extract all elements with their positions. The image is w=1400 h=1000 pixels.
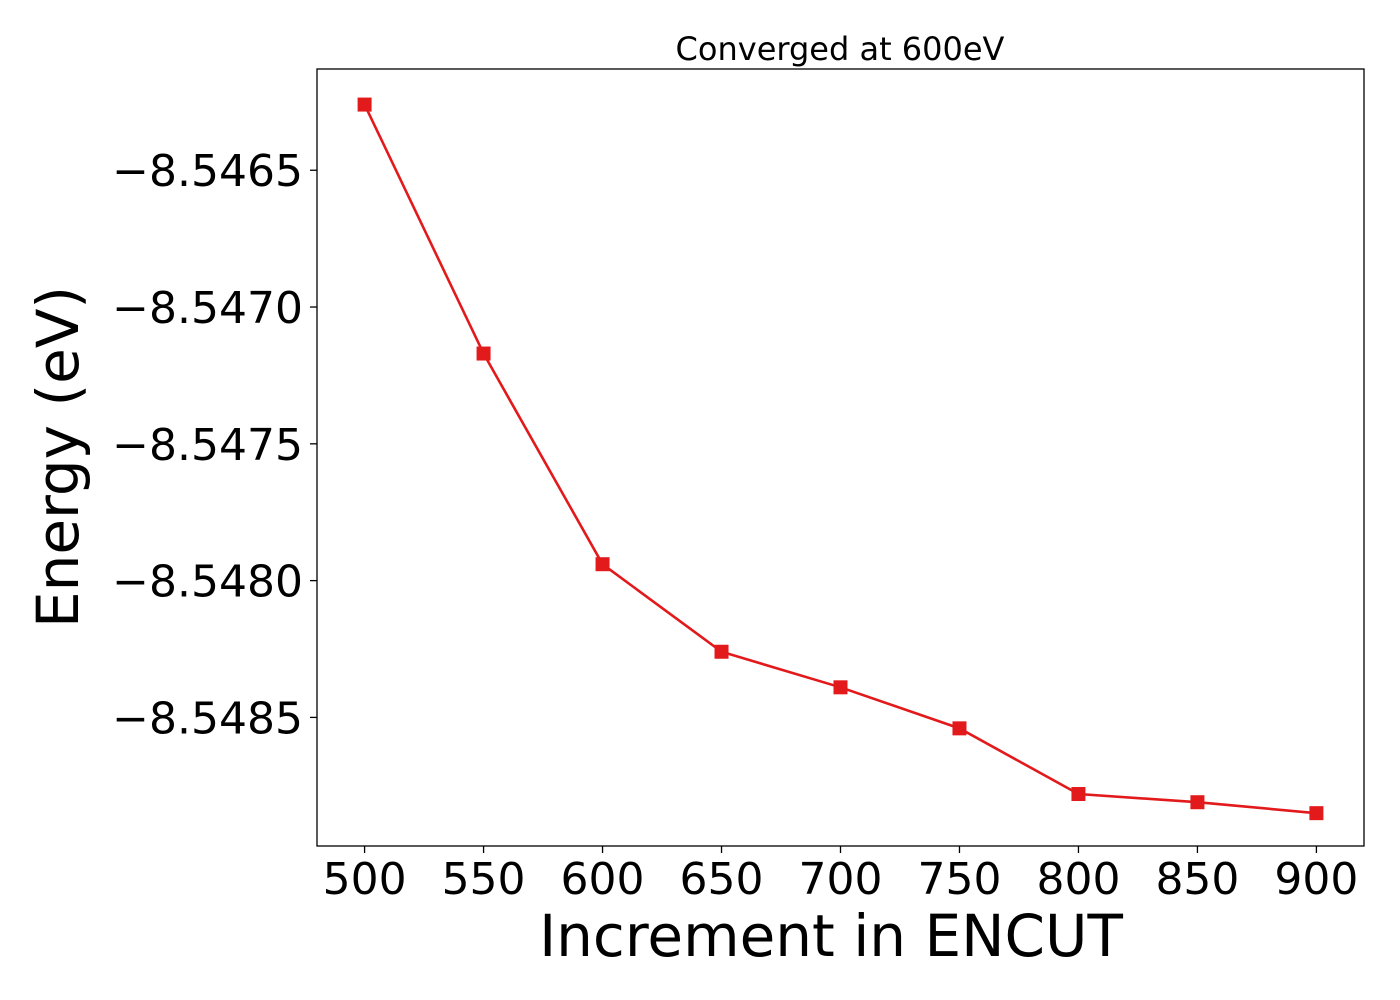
chart-title: Converged at 600eV bbox=[676, 30, 1005, 68]
data-point bbox=[1071, 787, 1086, 802]
data-point bbox=[1190, 795, 1205, 810]
data-point bbox=[357, 97, 372, 112]
data-point bbox=[1309, 806, 1324, 821]
x-tick-label: 650 bbox=[680, 854, 764, 905]
x-tick-label: 550 bbox=[442, 854, 526, 905]
x-tick-label: 500 bbox=[323, 854, 407, 905]
data-point bbox=[714, 644, 729, 659]
x-tick-label: 800 bbox=[1036, 854, 1120, 905]
data-point bbox=[833, 680, 848, 695]
data-point bbox=[476, 346, 491, 361]
y-tick-label: −8.5470 bbox=[112, 283, 303, 334]
data-point bbox=[952, 721, 967, 736]
y-tick-label: −8.5475 bbox=[112, 420, 303, 471]
y-axis-label: Energy (eV) bbox=[24, 286, 92, 628]
y-axis: −8.5465 −8.5470 −8.5475 −8.5480 −8.5485 bbox=[112, 146, 317, 744]
series-layer bbox=[357, 97, 1324, 821]
x-axis-label: Increment in ENCUT bbox=[539, 902, 1123, 970]
plot-area bbox=[316, 68, 1365, 847]
y-tick-label: −8.5480 bbox=[112, 557, 303, 608]
x-tick-label: 700 bbox=[799, 854, 883, 905]
data-point bbox=[595, 557, 610, 572]
y-tick-label: −8.5465 bbox=[112, 146, 303, 197]
x-tick-label: 600 bbox=[561, 854, 645, 905]
x-axis: 500 550 600 650 700 750 800 850 900 bbox=[323, 846, 1358, 905]
x-tick-label: 850 bbox=[1155, 854, 1239, 905]
x-tick-label: 900 bbox=[1274, 854, 1358, 905]
x-tick-label: 750 bbox=[917, 854, 1001, 905]
y-tick-label: −8.5485 bbox=[112, 693, 303, 744]
